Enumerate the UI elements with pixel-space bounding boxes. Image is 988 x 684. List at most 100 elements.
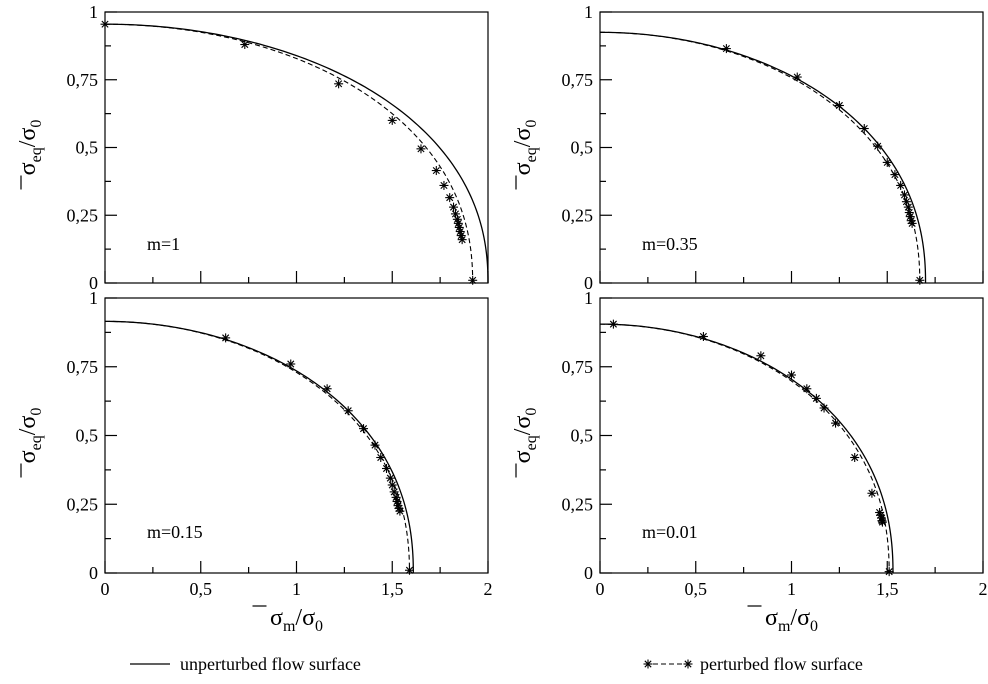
star-marker: [608, 319, 618, 329]
x-tick-label: 0: [596, 579, 605, 599]
star-marker: [392, 497, 402, 506]
star-marker: [382, 464, 391, 473]
star-marker: [698, 332, 708, 341]
star-marker: [877, 516, 887, 526]
star-marker: [907, 218, 917, 228]
star-marker: [387, 115, 397, 125]
chart-panel: 0 0,25 0,5 0,75 1 σeq/σ0 m=1: [15, 2, 489, 293]
star-marker: [867, 488, 877, 498]
y-tick-label: 1: [89, 288, 98, 308]
star-marker: [721, 44, 731, 54]
star-marker: [439, 180, 449, 190]
y-tick-label: 0,5: [571, 426, 594, 446]
panel-label: m=0.15: [147, 522, 203, 542]
x-tick-label: 1: [787, 579, 796, 599]
star-marker: [100, 19, 110, 29]
y-axis-label: σeq/σ0: [510, 408, 540, 464]
star-marker: [395, 506, 405, 516]
legend: unperturbed flow surface perturbed flow s…: [130, 654, 863, 674]
star-marker: [802, 384, 812, 394]
star-marker: [416, 144, 426, 154]
chart-panel: 0 0,25 0,5 0,75 1 0 0,5 1 1,5 2 σeq/σ0 σm/σ0 m=0.01: [510, 288, 988, 635]
panel-label: m=0.35: [642, 234, 698, 254]
star-marker: [882, 157, 892, 167]
y-tick-label: 0,5: [571, 138, 594, 158]
legend-dashed-label: perturbed flow surface: [700, 654, 863, 674]
unperturbed-curve: [104, 23, 489, 284]
star-marker: [834, 101, 844, 110]
y-tick-label: 1: [584, 288, 593, 308]
star-marker: [850, 453, 860, 462]
star-marker: [890, 170, 900, 180]
y-tick-label: 1: [89, 2, 98, 22]
chart-panel: 0 0,25 0,5 0,75 1 0 0,5 1 1,5 2 σeq/σ0 σm/σ0 m=0.15: [15, 288, 493, 635]
star-marker: [756, 351, 766, 361]
x-tick-label: 1: [292, 579, 301, 599]
star-marker: [859, 124, 869, 134]
perturbed-curve: [104, 23, 474, 284]
y-tick-label: 0,75: [67, 70, 99, 90]
chart-panel: 0 0,25 0,5 0,75 1 σeq/σ0 m=0.35: [510, 2, 984, 293]
star-marker: [792, 72, 802, 82]
x-tick-label: 0,5: [685, 579, 708, 599]
x-axis-label: σm/σ0: [765, 605, 818, 635]
star-marker: [468, 275, 478, 285]
star-marker: [387, 480, 397, 490]
y-tick-label: 0,25: [562, 494, 594, 514]
star-marker: [896, 180, 906, 190]
y-tick-label: 0,75: [67, 357, 99, 377]
y-tick-label: 0,75: [562, 357, 594, 377]
star-marker: [915, 275, 925, 285]
star-marker: [431, 166, 441, 176]
y-tick-label: 0,25: [67, 205, 99, 225]
star-marker: [343, 406, 353, 416]
star-marker: [899, 190, 909, 200]
star-marker: [877, 517, 887, 527]
star-marker: [286, 359, 296, 369]
y-tick-label: 0,5: [76, 138, 99, 158]
star-marker: [391, 492, 401, 502]
x-tick-label: 0: [101, 579, 110, 599]
y-tick-label: 0,5: [76, 426, 99, 446]
star-marker: [449, 202, 459, 212]
x-tick-label: 0,5: [190, 579, 213, 599]
star-marker: [322, 384, 332, 394]
y-axis-label: σeq/σ0: [15, 120, 45, 176]
star-marker: [221, 333, 231, 343]
legend-solid-label: unperturbed flow surface: [180, 654, 361, 674]
x-tick-label: 2: [979, 579, 988, 599]
x-tick-label: 2: [484, 579, 493, 599]
x-tick-label: 1,5: [381, 579, 404, 599]
panel-label: m=1: [147, 234, 180, 254]
star-marker: [445, 193, 455, 203]
star-marker: [683, 659, 693, 669]
star-marker: [370, 440, 380, 450]
y-tick-label: 0: [584, 273, 593, 293]
y-tick-label: 0,75: [562, 70, 594, 90]
star-marker: [385, 473, 395, 483]
star-marker: [643, 659, 653, 669]
star-marker: [787, 370, 796, 380]
star-marker: [873, 141, 883, 151]
star-marker: [457, 235, 467, 245]
star-marker: [884, 567, 894, 577]
y-axis-label: σeq/σ0: [510, 120, 540, 176]
star-marker: [376, 453, 386, 462]
star-marker: [903, 202, 913, 212]
x-axis-label: σm/σ0: [270, 605, 323, 635]
star-marker: [819, 403, 829, 413]
y-tick-label: 1: [584, 2, 593, 22]
y-tick-label: 0: [89, 563, 98, 583]
x-tick-label: 1,5: [876, 579, 899, 599]
panel-label: m=0.01: [642, 522, 698, 542]
y-tick-label: 0,25: [67, 494, 99, 514]
star-marker: [359, 424, 369, 434]
y-axis-label: σeq/σ0: [15, 408, 45, 464]
star-marker: [334, 79, 344, 89]
y-tick-label: 0,25: [562, 205, 594, 225]
star-marker: [904, 208, 914, 218]
y-tick-label: 0: [584, 563, 593, 583]
star-marker: [831, 418, 841, 428]
star-marker: [811, 393, 821, 403]
